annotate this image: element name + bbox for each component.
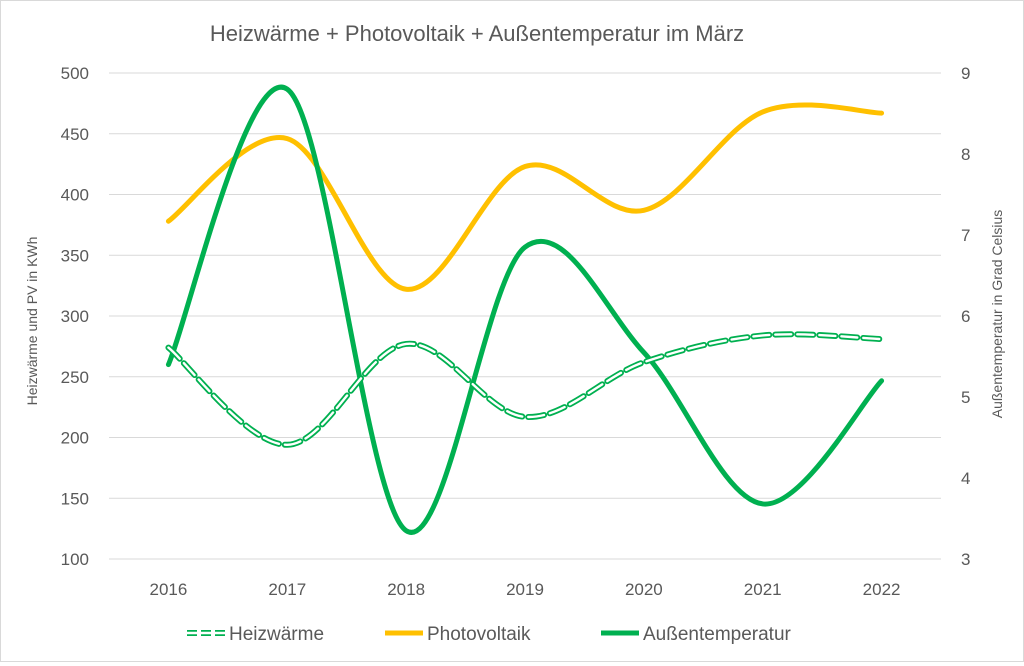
series-layer: [165, 84, 885, 535]
chart-title: Heizwärme + Photovoltaik + Außentemperat…: [210, 21, 744, 46]
left-tick-label: 200: [61, 429, 89, 448]
x-tick-label: 2016: [150, 580, 188, 599]
x-tick-label: 2022: [863, 580, 901, 599]
right-tick-label: 6: [961, 307, 970, 326]
gridlines: [109, 72, 941, 560]
right-tick-label: 7: [961, 226, 970, 245]
legend-label: Heizwärme: [229, 624, 324, 645]
legend-label: Photovoltaik: [427, 624, 531, 645]
left-tick-label: 100: [61, 550, 89, 569]
left-tick-label: 350: [61, 246, 89, 265]
series-heizw-rme: [165, 331, 885, 448]
left-tick-label: 450: [61, 125, 89, 144]
series-line-inner: [167, 333, 883, 446]
series-line: [165, 84, 885, 535]
right-tick-label: 8: [961, 145, 970, 164]
x-tick-label: 2017: [268, 580, 306, 599]
x-tick-label: 2018: [387, 580, 425, 599]
left-tick-label: 400: [61, 186, 89, 205]
right-tick-label: 3: [961, 550, 970, 569]
left-tick-label: 500: [61, 64, 89, 83]
left-tick-label: 250: [61, 368, 89, 387]
legend: Heizwärme Photovoltaik Außentemperatur: [187, 624, 792, 645]
right-tick-label: 5: [961, 388, 970, 407]
x-axis-ticks: 2016 2017 2018 2019 2020 2021 2022: [150, 580, 901, 599]
legend-item-au-entemperatur: Außentemperatur: [601, 624, 792, 645]
series-line: [165, 102, 885, 292]
right-tick-label: 9: [961, 64, 970, 83]
series-au-entemperatur: [165, 84, 885, 535]
right-tick-label: 4: [961, 469, 970, 488]
left-tick-label: 300: [61, 307, 89, 326]
legend-item-heizw-rme: Heizwärme: [187, 624, 324, 645]
right-axis-ticks: 3 4 5 6 7 8 9: [961, 64, 970, 569]
right-axis-title: Außentemperatur in Grad Celsius: [989, 210, 1005, 419]
x-tick-label: 2020: [625, 580, 663, 599]
x-tick-label: 2021: [744, 580, 782, 599]
left-axis-title: Heizwärme und PV in KWh: [24, 237, 40, 406]
legend-item-photovoltaik: Photovoltaik: [385, 624, 531, 645]
left-tick-label: 150: [61, 489, 89, 508]
legend-label: Außentemperatur: [643, 624, 792, 645]
series-photovoltaik: [165, 102, 885, 292]
x-tick-label: 2019: [506, 580, 544, 599]
series-line-outer: [165, 331, 885, 448]
left-axis-ticks: 100 150 200 250 300 350 400 450 500: [61, 64, 89, 569]
